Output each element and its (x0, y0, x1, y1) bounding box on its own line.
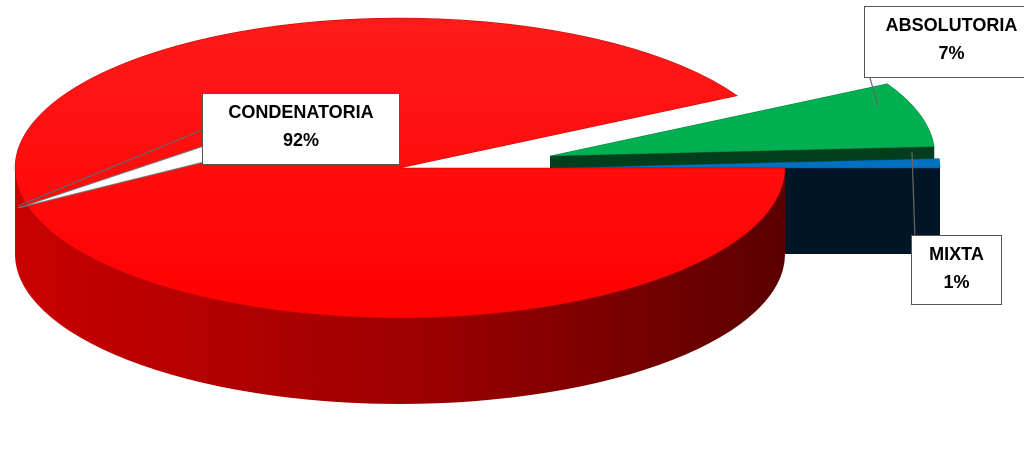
data-label-absolutoria: ABSOLUTORIA 7% (864, 6, 1024, 78)
leader-absolutoria (869, 77, 879, 107)
slice-side-condenatoria (15, 168, 785, 404)
slice-top-mixta (554, 158, 941, 169)
slice-top-condenatoria (14, 17, 786, 319)
slice-percent-mixta: 1% (943, 272, 970, 292)
leader-condenatoria (17, 129, 203, 207)
slice-percent-absolutoria: 7% (938, 43, 965, 63)
slice-label-condenatoria: CONDENATORIA (228, 102, 374, 122)
slice-top-absolutoria (549, 83, 935, 157)
data-label-mixta: MIXTA 1% (911, 235, 1002, 305)
slice-label-absolutoria: ABSOLUTORIA (885, 15, 1018, 35)
slice-label-mixta: MIXTA (929, 244, 984, 264)
slice-condenatoria (14, 17, 786, 404)
data-label-condenatoria: CONDENATORIA 92% (202, 93, 400, 165)
leader-mixta (911, 151, 916, 241)
slice-percent-condenatoria: 92% (282, 130, 320, 150)
